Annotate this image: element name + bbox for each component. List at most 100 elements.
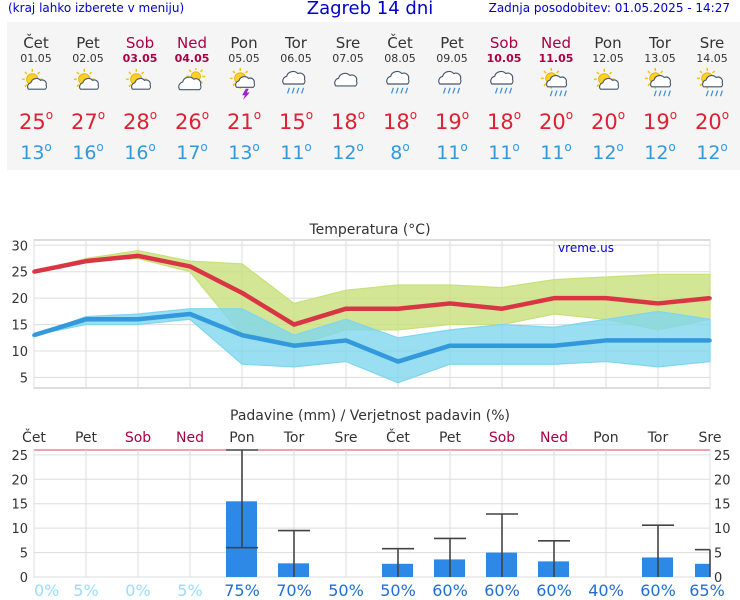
probability-label: 50%	[380, 581, 416, 600]
x-tick-label: Čet	[386, 428, 410, 446]
data-point	[32, 269, 36, 274]
data-point	[84, 317, 88, 322]
day-column: Čet 08.05 18o 8o	[374, 22, 426, 170]
data-point	[708, 338, 712, 343]
data-point	[552, 343, 556, 348]
day-column: Ned 04.05 26o 17o	[166, 22, 218, 170]
max-temp: 21o	[226, 108, 262, 134]
day-name: Pet	[76, 34, 100, 52]
y-tick-label-right: 25	[714, 449, 731, 464]
day-date: 12.05	[592, 52, 624, 65]
cloud-icon	[334, 72, 358, 87]
y-tick-label: 0	[20, 571, 28, 586]
day-column: Pet 09.05 19o 11o	[426, 22, 478, 170]
day-date: 03.05	[122, 52, 158, 65]
watermark: vreme.us	[558, 241, 614, 255]
probability-label: 75%	[224, 581, 260, 600]
y-tick-label: 10	[11, 522, 28, 537]
data-point	[500, 306, 504, 311]
min-temp: 8o	[390, 140, 410, 164]
data-point	[188, 264, 192, 269]
max-temp: 18o	[330, 108, 366, 134]
day-column: Ned 11.05 20o 11o	[530, 22, 582, 170]
probability-label: 60%	[640, 581, 676, 600]
max-temp: 20o	[538, 108, 574, 134]
day-name: Sob	[489, 34, 519, 52]
max-temp: 28o	[122, 108, 158, 134]
y-tick-label: 20	[11, 292, 28, 307]
day-date: 04.05	[174, 52, 210, 65]
min-temp: 11o	[540, 140, 572, 164]
cloud-rain-icon	[490, 70, 514, 94]
day-column: Pon 05.05 21o 13o	[218, 22, 270, 170]
probability-label: 60%	[536, 581, 572, 600]
day-column: Tor 13.05 19o 12o	[634, 22, 686, 170]
y-tick-label: 30	[11, 239, 28, 254]
day-name: Ned	[541, 34, 571, 52]
day-name: Pon	[594, 34, 622, 52]
probability-label: 0%	[34, 581, 59, 600]
y-tick-label: 25	[11, 449, 28, 464]
data-point	[240, 291, 244, 295]
day-column: Čet 01.05 25o 13o	[10, 22, 62, 170]
sun-rain-icon	[644, 68, 672, 97]
y-tick-label: 15	[11, 498, 28, 513]
day-date: 11.05	[538, 52, 574, 65]
sun-thunder-icon	[229, 68, 255, 100]
sun-rain-icon	[540, 68, 568, 97]
data-point	[84, 259, 88, 263]
probability-label: 0%	[125, 581, 150, 600]
data-point	[552, 296, 556, 300]
day-name: Pon	[230, 34, 258, 52]
day-column: Pon 12.05 20o 12o	[582, 22, 634, 170]
y-tick-label: 15	[11, 319, 28, 334]
probability-label: 65%	[689, 581, 725, 600]
data-point	[396, 306, 400, 311]
data-point	[604, 296, 608, 300]
precipitation-chart: Padavine (mm) / Verjetnost padavin (%) Če…	[11, 408, 731, 600]
precip-bar	[695, 563, 710, 577]
probability-label: 50%	[328, 581, 364, 600]
x-tick-label: Sre	[335, 430, 358, 446]
y-tick-label: 5	[20, 547, 28, 562]
max-temp: 20o	[694, 108, 730, 134]
min-temp: 17o	[176, 140, 208, 164]
page-title: Zagreb 14 dni	[306, 0, 434, 19]
data-point	[708, 296, 712, 300]
y-tick-label-right: 5	[714, 547, 722, 562]
probability-label: 5%	[73, 581, 98, 600]
day-column: Sre 07.05 18o 12o	[322, 22, 374, 170]
max-temp: 19o	[642, 108, 678, 134]
y-tick-label: 20	[11, 473, 28, 488]
day-name: Sre	[699, 34, 725, 52]
x-tick-label: Ned	[176, 430, 204, 446]
day-name: Pet	[440, 34, 464, 52]
x-tick-label: Sob	[125, 430, 151, 446]
x-tick-label: Pon	[229, 430, 254, 446]
day-date: 13.05	[644, 52, 676, 65]
chart-title: Temperatura (°C)	[308, 222, 430, 238]
probability-label: 5%	[177, 581, 202, 600]
sun-cloud-icon	[21, 68, 47, 90]
day-name: Ned	[177, 34, 207, 52]
y-tick-label-right: 0	[714, 571, 722, 586]
min-temp: 13o	[20, 140, 52, 164]
day-column: Sob 03.05 28o 16o	[114, 22, 166, 170]
day-name: Čet	[387, 34, 413, 52]
day-name: Sob	[125, 34, 155, 52]
y-tick-label-right: 15	[714, 498, 731, 513]
min-temp: 12o	[644, 140, 676, 164]
last-update: Zadnja posodobitev: 01.05.2025 - 14:27	[488, 1, 730, 15]
y-tick-label: 10	[11, 345, 28, 360]
probability-label: 70%	[276, 581, 312, 600]
min-temp: 16o	[72, 140, 104, 164]
x-tick-label: Pet	[75, 430, 98, 446]
probability-label: 40%	[588, 581, 624, 600]
min-temp: 11o	[280, 140, 312, 164]
data-point	[188, 312, 192, 316]
data-point	[656, 338, 660, 343]
menu-hint: (kraj lahko izberete v meniju)	[8, 1, 185, 15]
min-temp: 16o	[124, 140, 156, 164]
day-column: Tor 06.05 15o 11o	[270, 22, 322, 170]
day-date: 10.05	[486, 52, 522, 65]
